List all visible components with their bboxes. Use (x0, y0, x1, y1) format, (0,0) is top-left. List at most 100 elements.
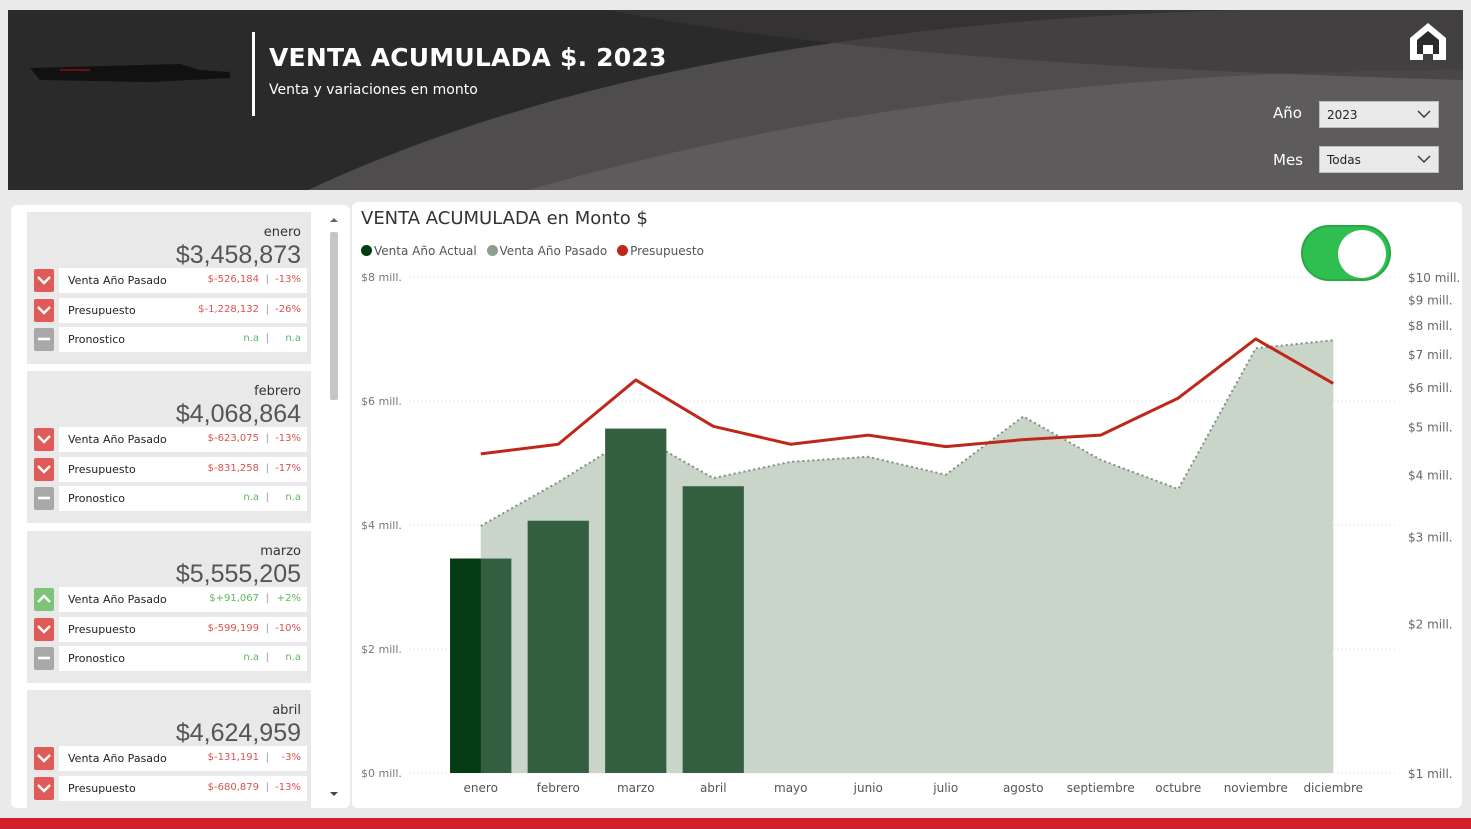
scroll-down-icon[interactable] (329, 789, 339, 799)
kpi-row: Venta Año Pasado $+91,067 | +2% (34, 587, 307, 612)
month-card: febrero $4,068,864 Venta Año Pasado $-62… (27, 371, 311, 523)
x-tick-label: enero (464, 781, 498, 795)
bar-febrero (527, 520, 589, 773)
x-tick-label: febrero (537, 781, 580, 795)
chevron-down-icon (37, 435, 51, 444)
kpi-row: Pronostico n.a | n.a (34, 327, 307, 352)
kpi-row: Presupuesto $-1,228,132 | -26% (34, 298, 307, 323)
trend-flat-indicator (34, 328, 54, 351)
x-tick-label: mayo (774, 781, 808, 795)
scrollbar-thumb[interactable] (330, 232, 338, 400)
kpi-separator: | (265, 652, 269, 663)
y-right-tick-label: $2 mill. (1408, 618, 1453, 632)
past-year-line (480, 339, 1334, 527)
kpi-label: Pronostico (68, 652, 126, 665)
trend-flat-indicator (34, 647, 54, 670)
card-month-name: enero (263, 225, 301, 240)
legend-marker (486, 245, 498, 256)
kpi-percent: -3% (281, 752, 301, 763)
kpi-separator: | (265, 463, 269, 474)
kpi-row: Presupuesto $-831,258 | -17% (34, 457, 307, 482)
x-tick-label: marzo (617, 781, 655, 795)
kpi-label: Presupuesto (68, 623, 136, 636)
y-right-tick-label: $3 mill. (1408, 530, 1453, 544)
trend-down-indicator (34, 618, 54, 641)
kpi-value: $+91,067 (209, 593, 259, 604)
legend-label: Venta Año Actual (374, 244, 477, 258)
y-right-tick-label: $5 mill. (1408, 420, 1453, 434)
trend-flat-indicator (34, 487, 54, 510)
kpi-value: n.a (243, 492, 259, 503)
view-toggle-switch[interactable] (1301, 225, 1391, 281)
y-right-tick-label: $6 mill. (1408, 381, 1453, 395)
kpi-separator: | (265, 333, 269, 344)
kpi-percent: -17% (275, 463, 301, 474)
kpi-separator: | (265, 623, 269, 634)
card-month-total: $4,068,864 (175, 400, 301, 428)
monthly-kpi-panel: enero $3,458,873 Venta Año Pasado $-526,… (11, 205, 350, 808)
kpi-label: Venta Año Pasado (68, 752, 167, 765)
kpi-row: Presupuesto $-599,199 | -10% (34, 617, 307, 642)
trend-down-indicator (34, 747, 54, 770)
year-filter-dropdown[interactable]: 2023 (1319, 101, 1439, 128)
chevron-down-icon (1417, 110, 1431, 118)
kpi-separator: | (265, 433, 269, 444)
y-left-tick-label: $2 mill. (361, 643, 402, 656)
y-right-tick-label: $4 mill. (1408, 468, 1453, 482)
kpi-percent: +2% (276, 593, 301, 604)
kpi-value: $-680,879 (207, 782, 259, 793)
y-left-tick-label: $8 mill. (361, 271, 402, 284)
legend-item-actual[interactable]: Venta Año Actual (361, 244, 477, 258)
chart-title: VENTA ACUMULADA en Monto $ (361, 208, 648, 229)
chevron-up-icon (37, 594, 51, 603)
x-tick-label: octubre (1155, 781, 1201, 795)
kpi-separator: | (265, 304, 269, 315)
month-card: abril $4,624,959 Venta Año Pasado $-131,… (27, 690, 311, 808)
chart-panel: $0 mill. $2 mill. $4 mill. $6 mill. $8 mill.… (352, 202, 1462, 808)
chart-legend: Venta Año Actual Venta Año Pasado Presup… (361, 244, 710, 260)
kpi-value: $-623,075 (207, 433, 259, 444)
bar-highlight-enero (450, 558, 481, 773)
month-filter-label: Mes (1273, 151, 1303, 169)
kpi-separator: | (265, 492, 269, 503)
bar-abril (682, 486, 744, 773)
scroll-up-icon[interactable] (329, 215, 339, 225)
legend-marker (361, 245, 372, 256)
minus-icon (38, 656, 50, 660)
x-tick-label: noviembre (1224, 781, 1288, 795)
card-month-total: $3,458,873 (175, 241, 301, 269)
kpi-separator: | (265, 274, 269, 285)
x-tick-label: agosto (1003, 781, 1044, 795)
kpi-label: Venta Año Pasado (68, 593, 167, 606)
kpi-percent: -13% (275, 433, 301, 444)
chevron-down-icon (37, 306, 51, 315)
kpi-percent: n.a (285, 333, 301, 344)
y-left-tick-label: $4 mill. (361, 519, 402, 532)
month-card: marzo $5,555,205 Venta Año Pasado $+91,0… (27, 531, 311, 683)
home-icon[interactable] (1408, 20, 1448, 62)
kpi-separator: | (265, 752, 269, 763)
minus-icon (38, 337, 50, 341)
legend-item-budget[interactable]: Presupuesto (617, 244, 704, 258)
card-month-total: $4,624,959 (175, 719, 301, 747)
kpi-label: Presupuesto (68, 304, 136, 317)
card-month-total: $5,555,205 (175, 560, 301, 588)
minus-icon (38, 496, 50, 500)
trend-down-indicator (34, 269, 54, 292)
chevron-down-icon (37, 465, 51, 474)
month-filter-dropdown[interactable]: Todas (1319, 146, 1439, 173)
page-title: VENTA ACUMULADA $. 2023 (269, 43, 667, 72)
legend-item-past[interactable]: Venta Año Pasado (486, 244, 607, 258)
kpi-cards-list[interactable]: enero $3,458,873 Venta Año Pasado $-526,… (11, 205, 327, 808)
trend-down-indicator (34, 777, 54, 800)
legend-label: Presupuesto (630, 244, 704, 258)
year-filter-label: Año (1273, 104, 1302, 122)
kpi-separator: | (265, 782, 269, 793)
kpi-row: Venta Año Pasado $-131,191 | -3% (34, 746, 307, 771)
cards-scrollbar[interactable] (327, 215, 339, 800)
kpi-percent: n.a (285, 492, 301, 503)
legend-marker (617, 245, 629, 256)
kpi-row: Venta Año Pasado $-526,184 | -13% (34, 268, 307, 293)
kpi-row: Presupuesto $-680,879 | -13% (34, 776, 307, 801)
kpi-percent: -13% (275, 274, 301, 285)
